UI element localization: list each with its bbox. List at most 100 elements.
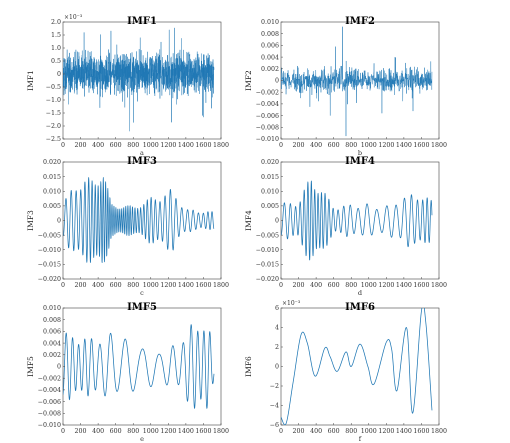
x-tick-label: 1600 [413, 282, 429, 289]
x-tick-label: 200 [293, 428, 305, 435]
y-tick-label: 0 [57, 364, 61, 371]
x-tick-label: 1400 [396, 282, 412, 289]
y-tick-label: 2 [275, 344, 279, 351]
x-tick-label: 1800 [431, 142, 447, 149]
panel-title: IMF1 [127, 16, 157, 27]
series-line [63, 324, 215, 409]
x-tick-label: 600 [328, 142, 340, 149]
x-tick-label: 600 [328, 428, 340, 435]
axis-multiplier: ×10⁻³ [64, 14, 83, 21]
x-tick-label: 800 [345, 282, 357, 289]
panel-sublabel: b [358, 149, 362, 157]
x-tick-label: 0 [279, 142, 283, 149]
x-tick-label: 1600 [195, 282, 211, 289]
y-tick-label: 0 [57, 71, 61, 78]
x-tick-label: 1200 [378, 282, 394, 289]
y-tick-label: 0.004 [43, 340, 61, 347]
y-tick-label: −0.008 [256, 125, 279, 132]
x-tick-label: 1600 [413, 428, 429, 435]
x-tick-label: 800 [127, 282, 139, 289]
x-tick-label: 1000 [361, 142, 377, 149]
y-tick-label: −0.010 [256, 136, 279, 143]
y-tick-label: 6 [275, 305, 279, 312]
x-tick-label: 1800 [213, 428, 229, 435]
x-tick-label: 0 [61, 428, 65, 435]
x-tick-label: 1200 [378, 142, 394, 149]
y-tick-label: 0.015 [261, 174, 279, 181]
panel-title: IMF3 [127, 156, 157, 167]
panel-imf6: 0 200 400 600 800 1000 1200 1400 1600 1800 6 4 2 0 −2 −… [244, 300, 447, 443]
x-tick-label: 200 [75, 282, 87, 289]
y-tick-label: −6 [270, 422, 279, 429]
y-tick-label: 0.010 [261, 188, 279, 195]
y-tick-label: −4 [270, 403, 279, 410]
y-tick-label: 0.008 [261, 31, 279, 38]
x-tick-label: 400 [92, 142, 104, 149]
x-tick-label: 200 [75, 142, 87, 149]
y-tick-label: −0.006 [38, 399, 61, 406]
panel-imf2: 0 200 400 600 800 1000 1200 1400 1600 1800 0.010 0.… [244, 16, 447, 157]
x-tick-label: 200 [293, 142, 305, 149]
y-tick-label: −0.002 [38, 375, 61, 382]
series-line [281, 180, 433, 261]
y-axis-label: IMF4 [244, 210, 253, 231]
x-tick-label: 0 [61, 282, 65, 289]
y-axis-label: IMF1 [26, 70, 35, 91]
panel-title: IMF2 [345, 16, 375, 27]
y-tick-label: 1.5 [51, 32, 61, 39]
y-tick-label: 0.5 [51, 58, 61, 65]
y-tick-label: −0.004 [38, 387, 61, 394]
y-tick-label: 0.015 [43, 174, 61, 181]
y-tick-label: 0 [57, 218, 61, 225]
y-tick-label: −1.0 [46, 97, 61, 104]
y-tick-label: −0.020 [38, 276, 61, 283]
y-tick-label: 0 [275, 218, 279, 225]
panel-imf5: 0 200 400 600 800 1000 1200 1400 1600 1800 0.010 0.… [26, 302, 229, 443]
x-tick-label: 400 [310, 282, 322, 289]
x-tick-label: 800 [345, 142, 357, 149]
panel-title: IMF5 [127, 302, 157, 313]
x-tick-label: 1600 [413, 142, 429, 149]
series-line [281, 26, 433, 137]
series-line [63, 177, 215, 264]
y-tick-label: −0.020 [256, 276, 279, 283]
y-tick-label: −2 [270, 383, 279, 390]
y-tick-label: 4 [275, 325, 279, 332]
y-tick-label: −0.002 [256, 89, 279, 96]
series-line [63, 27, 215, 132]
y-tick-label: 2.0 [51, 19, 61, 26]
y-tick-label: 0.010 [43, 188, 61, 195]
y-tick-label: −2.5 [46, 136, 61, 143]
x-tick-label: 1400 [178, 142, 194, 149]
panel-sublabel: a [140, 149, 144, 157]
panel-imf4: 0 200 400 600 800 1000 1200 1400 1600 1800 0.020 0.… [244, 156, 447, 297]
x-tick-label: 1200 [160, 142, 176, 149]
y-axis-label: IMF2 [244, 70, 253, 91]
x-tick-label: 1800 [431, 282, 447, 289]
y-tick-label: 0.005 [43, 203, 61, 210]
y-tick-label: 0.008 [43, 317, 61, 324]
y-tick-label: −0.004 [256, 101, 279, 108]
x-tick-label: 400 [92, 282, 104, 289]
panel-sublabel: c [140, 289, 144, 297]
x-tick-label: 200 [293, 282, 305, 289]
y-axis-label: IMF6 [244, 356, 253, 377]
x-tick-label: 1800 [213, 142, 229, 149]
y-tick-label: −0.008 [38, 411, 61, 418]
y-tick-label: 0.006 [43, 329, 61, 336]
x-tick-label: 800 [345, 428, 357, 435]
x-tick-label: 600 [110, 282, 122, 289]
x-tick-label: 400 [92, 428, 104, 435]
x-tick-label: 1600 [195, 142, 211, 149]
x-tick-label: 0 [279, 428, 283, 435]
y-tick-label: 0 [275, 78, 279, 85]
x-tick-label: 1400 [396, 142, 412, 149]
x-tick-label: 0 [279, 282, 283, 289]
x-tick-label: 800 [127, 142, 139, 149]
x-tick-label: 1200 [160, 428, 176, 435]
y-tick-label: −0.5 [46, 84, 61, 91]
x-tick-label: 0 [61, 142, 65, 149]
y-tick-label: 0.010 [261, 19, 279, 26]
y-tick-label: −0.010 [38, 422, 61, 429]
